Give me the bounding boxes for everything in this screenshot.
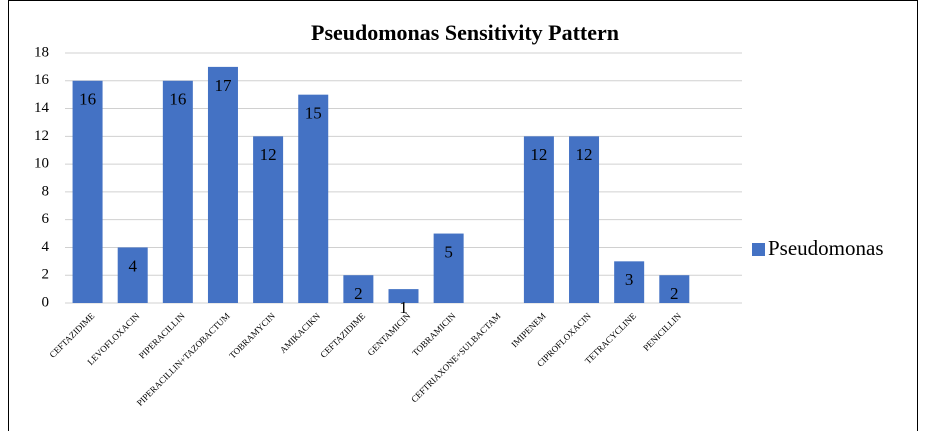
legend-swatch: [752, 243, 765, 256]
bar: [72, 80, 103, 304]
data-label: 2: [670, 284, 679, 303]
x-tick-label: TOBRAMICIN: [410, 310, 458, 358]
data-label: 12: [576, 145, 593, 164]
data-label: 16: [169, 90, 186, 109]
data-label: 17: [214, 76, 232, 95]
x-tick-label: IMIPENEM: [509, 311, 548, 350]
bar: [614, 261, 645, 303]
y-tick-label: 0: [42, 294, 50, 310]
data-label: 5: [444, 242, 453, 261]
y-tick-label: 16: [34, 72, 50, 88]
bar: [253, 136, 284, 303]
data-label: 4: [128, 256, 137, 275]
x-tick-label: PIPERACILLIN+TAZOBACTUM: [135, 311, 232, 408]
x-tick-label: PIPERACILLIN: [137, 310, 187, 360]
y-tick-label: 6: [42, 211, 50, 227]
bar: [298, 94, 329, 304]
y-tick-label: 14: [34, 100, 50, 116]
x-tick-label: GENTAMICIN: [366, 310, 413, 357]
bar: [162, 80, 193, 304]
chart-title: Pseudomonas Sensitivity Pattern: [311, 20, 619, 45]
chart-border: [8, 0, 918, 431]
y-tick-label: 2: [42, 267, 50, 283]
bar: [207, 66, 238, 303]
legend-label: Pseudomonas: [768, 236, 884, 260]
bar: [569, 136, 600, 303]
bar: [523, 136, 554, 303]
data-label: 1: [399, 298, 408, 317]
y-tick-label: 12: [34, 128, 49, 144]
bar: [343, 275, 374, 303]
x-tick-label: AMIKACIKN: [278, 310, 323, 355]
y-tick-label: 18: [34, 44, 49, 60]
bar: [433, 233, 464, 303]
x-tick-label: CEFTAZIDIME: [318, 310, 367, 359]
bar: [117, 247, 148, 303]
bar: [388, 289, 419, 303]
x-tick-label: TOBRAMYCIN: [227, 310, 277, 360]
y-tick-label: 10: [34, 156, 49, 172]
data-label: 12: [530, 145, 547, 164]
data-label: 3: [625, 270, 634, 289]
y-tick-label: 8: [42, 183, 50, 199]
data-label: 2: [354, 284, 363, 303]
data-label: 15: [305, 104, 322, 123]
y-tick-label: 4: [42, 239, 50, 255]
bar: [659, 275, 690, 303]
data-label: 16: [79, 90, 96, 109]
x-tick-label: CEFTRIAXONE+SULBACTAM: [409, 311, 503, 405]
x-tick-label: CEFTAZIDIME: [47, 310, 96, 359]
x-tick-label: PENICILLIN: [641, 310, 683, 352]
data-label: 12: [260, 145, 277, 164]
